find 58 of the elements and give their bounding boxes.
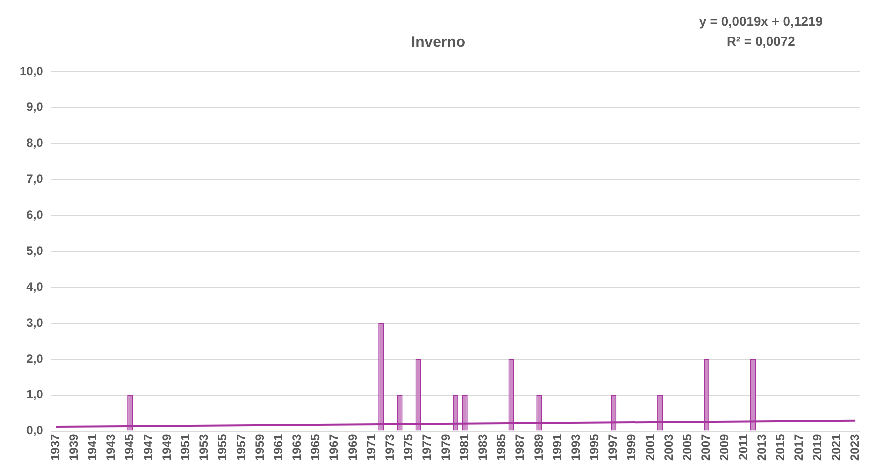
x-tick-label: 2023 [848, 434, 862, 462]
x-tick-label: 2005 [680, 434, 695, 462]
x-tick-label: 1973 [383, 434, 398, 462]
x-tick-label: 1983 [476, 434, 490, 462]
x-tick-label: 1965 [308, 434, 323, 462]
x-tick-label: 1945 [122, 434, 137, 462]
x-tick-label: 1959 [252, 434, 267, 462]
y-tick-label: 10,0 [20, 64, 44, 78]
x-tick-label: 2013 [754, 434, 769, 462]
y-tick-label: 0,0 [26, 424, 44, 438]
y-tick-label: 1,0 [26, 388, 44, 402]
text: R² = 0,0072 [726, 33, 796, 51]
x-tick-label: 2003 [662, 434, 676, 462]
x-tick-label: 1991 [550, 434, 564, 462]
y-tick-label: 3,0 [26, 316, 44, 330]
x-tick-label: 1951 [178, 434, 192, 462]
x-tick-label: 1963 [290, 434, 304, 462]
text: y = 0,0019x + 0,1219 [699, 13, 823, 31]
x-tick-label: 1981 [457, 434, 472, 462]
x-tick-label: 2017 [792, 434, 806, 462]
x-tick-label: 1989 [532, 434, 546, 462]
x-tick-label: 1947 [141, 434, 156, 462]
x-tick-label: 1957 [234, 434, 248, 462]
x-tick-label: 2009 [718, 434, 732, 462]
y-tick-label: 8,0 [26, 136, 44, 150]
x-tick-label: 1937 [48, 434, 62, 462]
x-tick-label: 1999 [624, 434, 639, 462]
x-tick-label: 1939 [66, 434, 81, 462]
y-tick-label: 2,0 [26, 352, 44, 366]
x-tick-label: 1997 [606, 434, 620, 462]
x-tick-label: 2019 [810, 434, 825, 462]
x-tick-label: 1961 [271, 434, 286, 462]
x-tick-label: 2001 [643, 434, 658, 462]
y-tick-label: 7,0 [26, 172, 44, 186]
y-tick-label: 9,0 [26, 100, 44, 114]
x-tick-label: 1993 [568, 434, 583, 462]
x-tick-label: 1975 [402, 434, 416, 462]
x-tick-label: 2007 [699, 434, 714, 462]
x-tick-label: 1979 [438, 434, 453, 462]
x-tick-label: 2015 [773, 434, 788, 462]
y-tick-label: 5,0 [26, 244, 44, 258]
x-tick-label: 1971 [364, 434, 378, 462]
chart-title: Inverno [411, 34, 466, 52]
x-tick-label: 1977 [420, 434, 434, 462]
y-tick-label: 4,0 [26, 280, 44, 294]
x-tick-label: 1995 [588, 434, 602, 462]
x-tick-label: 1985 [494, 434, 509, 462]
x-tick-label: 1953 [197, 434, 212, 462]
x-tick-label: 1949 [160, 434, 174, 462]
x-tick-label: 1967 [327, 434, 342, 462]
y-tick-label: 6,0 [26, 208, 44, 222]
x-tick-label: 1955 [216, 434, 230, 462]
x-tick-label: 1987 [513, 434, 528, 462]
x-tick-label: 1969 [346, 434, 360, 462]
x-tick-label: 1941 [86, 434, 100, 462]
x-tick-label: 2021 [829, 434, 844, 462]
x-tick-label: 2011 [736, 434, 750, 460]
x-tick-label: 1943 [104, 434, 118, 462]
